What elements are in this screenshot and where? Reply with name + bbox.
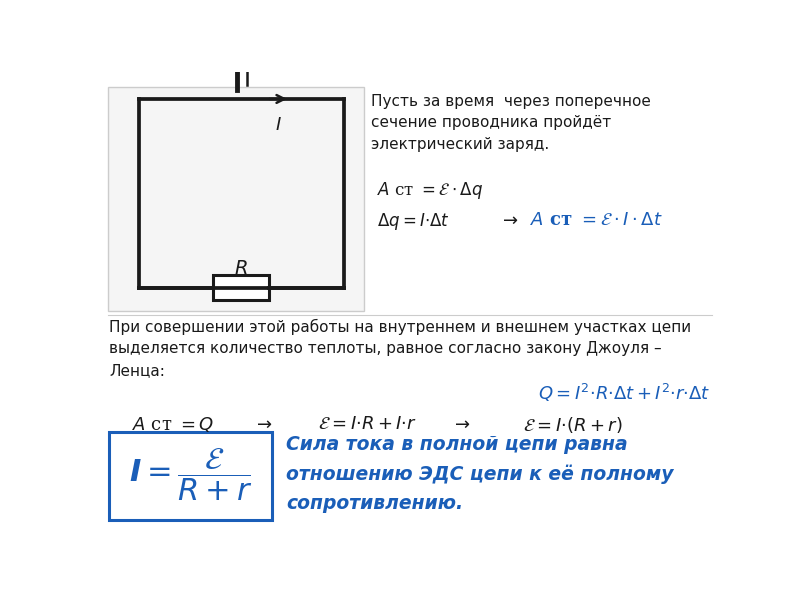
Text: $A$ ст $= Q$: $A$ ст $= Q$ (133, 415, 214, 434)
Bar (110, 431, 272, 520)
Text: $R$: $R$ (234, 260, 248, 278)
Text: Пусть за время  через поперечное
сечение проводника пройдёт
электрический заряд.: Пусть за время через поперечное сечение … (371, 94, 651, 152)
Text: $I$: $I$ (275, 116, 282, 134)
Bar (213, 275, 269, 300)
Text: $\rightarrow$: $\rightarrow$ (499, 211, 519, 229)
Text: $\boldsymbol{I} = \dfrac{\mathcal{E}}{R+r}$: $\boldsymbol{I} = \dfrac{\mathcal{E}}{R+… (129, 446, 253, 503)
Text: $A$ ст $= \mathcal{E} \cdot I \cdot \Delta t$: $A$ ст $= \mathcal{E} \cdot I \cdot \Del… (530, 211, 662, 229)
Text: $Q = I^2{\cdot}R{\cdot}\Delta t + I^2{\cdot}r{\cdot}\Delta t$: $Q = I^2{\cdot}R{\cdot}\Delta t + I^2{\c… (538, 382, 710, 404)
Text: Сила тока в полной цепи равна
отношению ЭДС цепи к её полному
сопротивлению.: Сила тока в полной цепи равна отношению … (286, 436, 674, 512)
Text: $\rightarrow$: $\rightarrow$ (450, 415, 470, 433)
Text: $\mathcal{E} = I{\cdot}R + I{\cdot}r$: $\mathcal{E} = I{\cdot}R + I{\cdot}r$ (318, 415, 417, 433)
FancyBboxPatch shape (108, 88, 363, 311)
Text: $A$ ст $= \mathcal{E} \cdot \Delta q$: $A$ ст $= \mathcal{E} \cdot \Delta q$ (378, 180, 483, 201)
Text: При совершении этой работы на внутреннем и внешнем участках цепи
выделяется коли: При совершении этой работы на внутреннем… (110, 319, 691, 378)
Text: $\Delta q = I{\cdot}\Delta t$: $\Delta q = I{\cdot}\Delta t$ (378, 211, 450, 232)
Text: $\mathcal{E} = I{\cdot}(R + r)$: $\mathcal{E} = I{\cdot}(R + r)$ (523, 415, 622, 434)
Text: $\rightarrow$: $\rightarrow$ (253, 415, 273, 433)
